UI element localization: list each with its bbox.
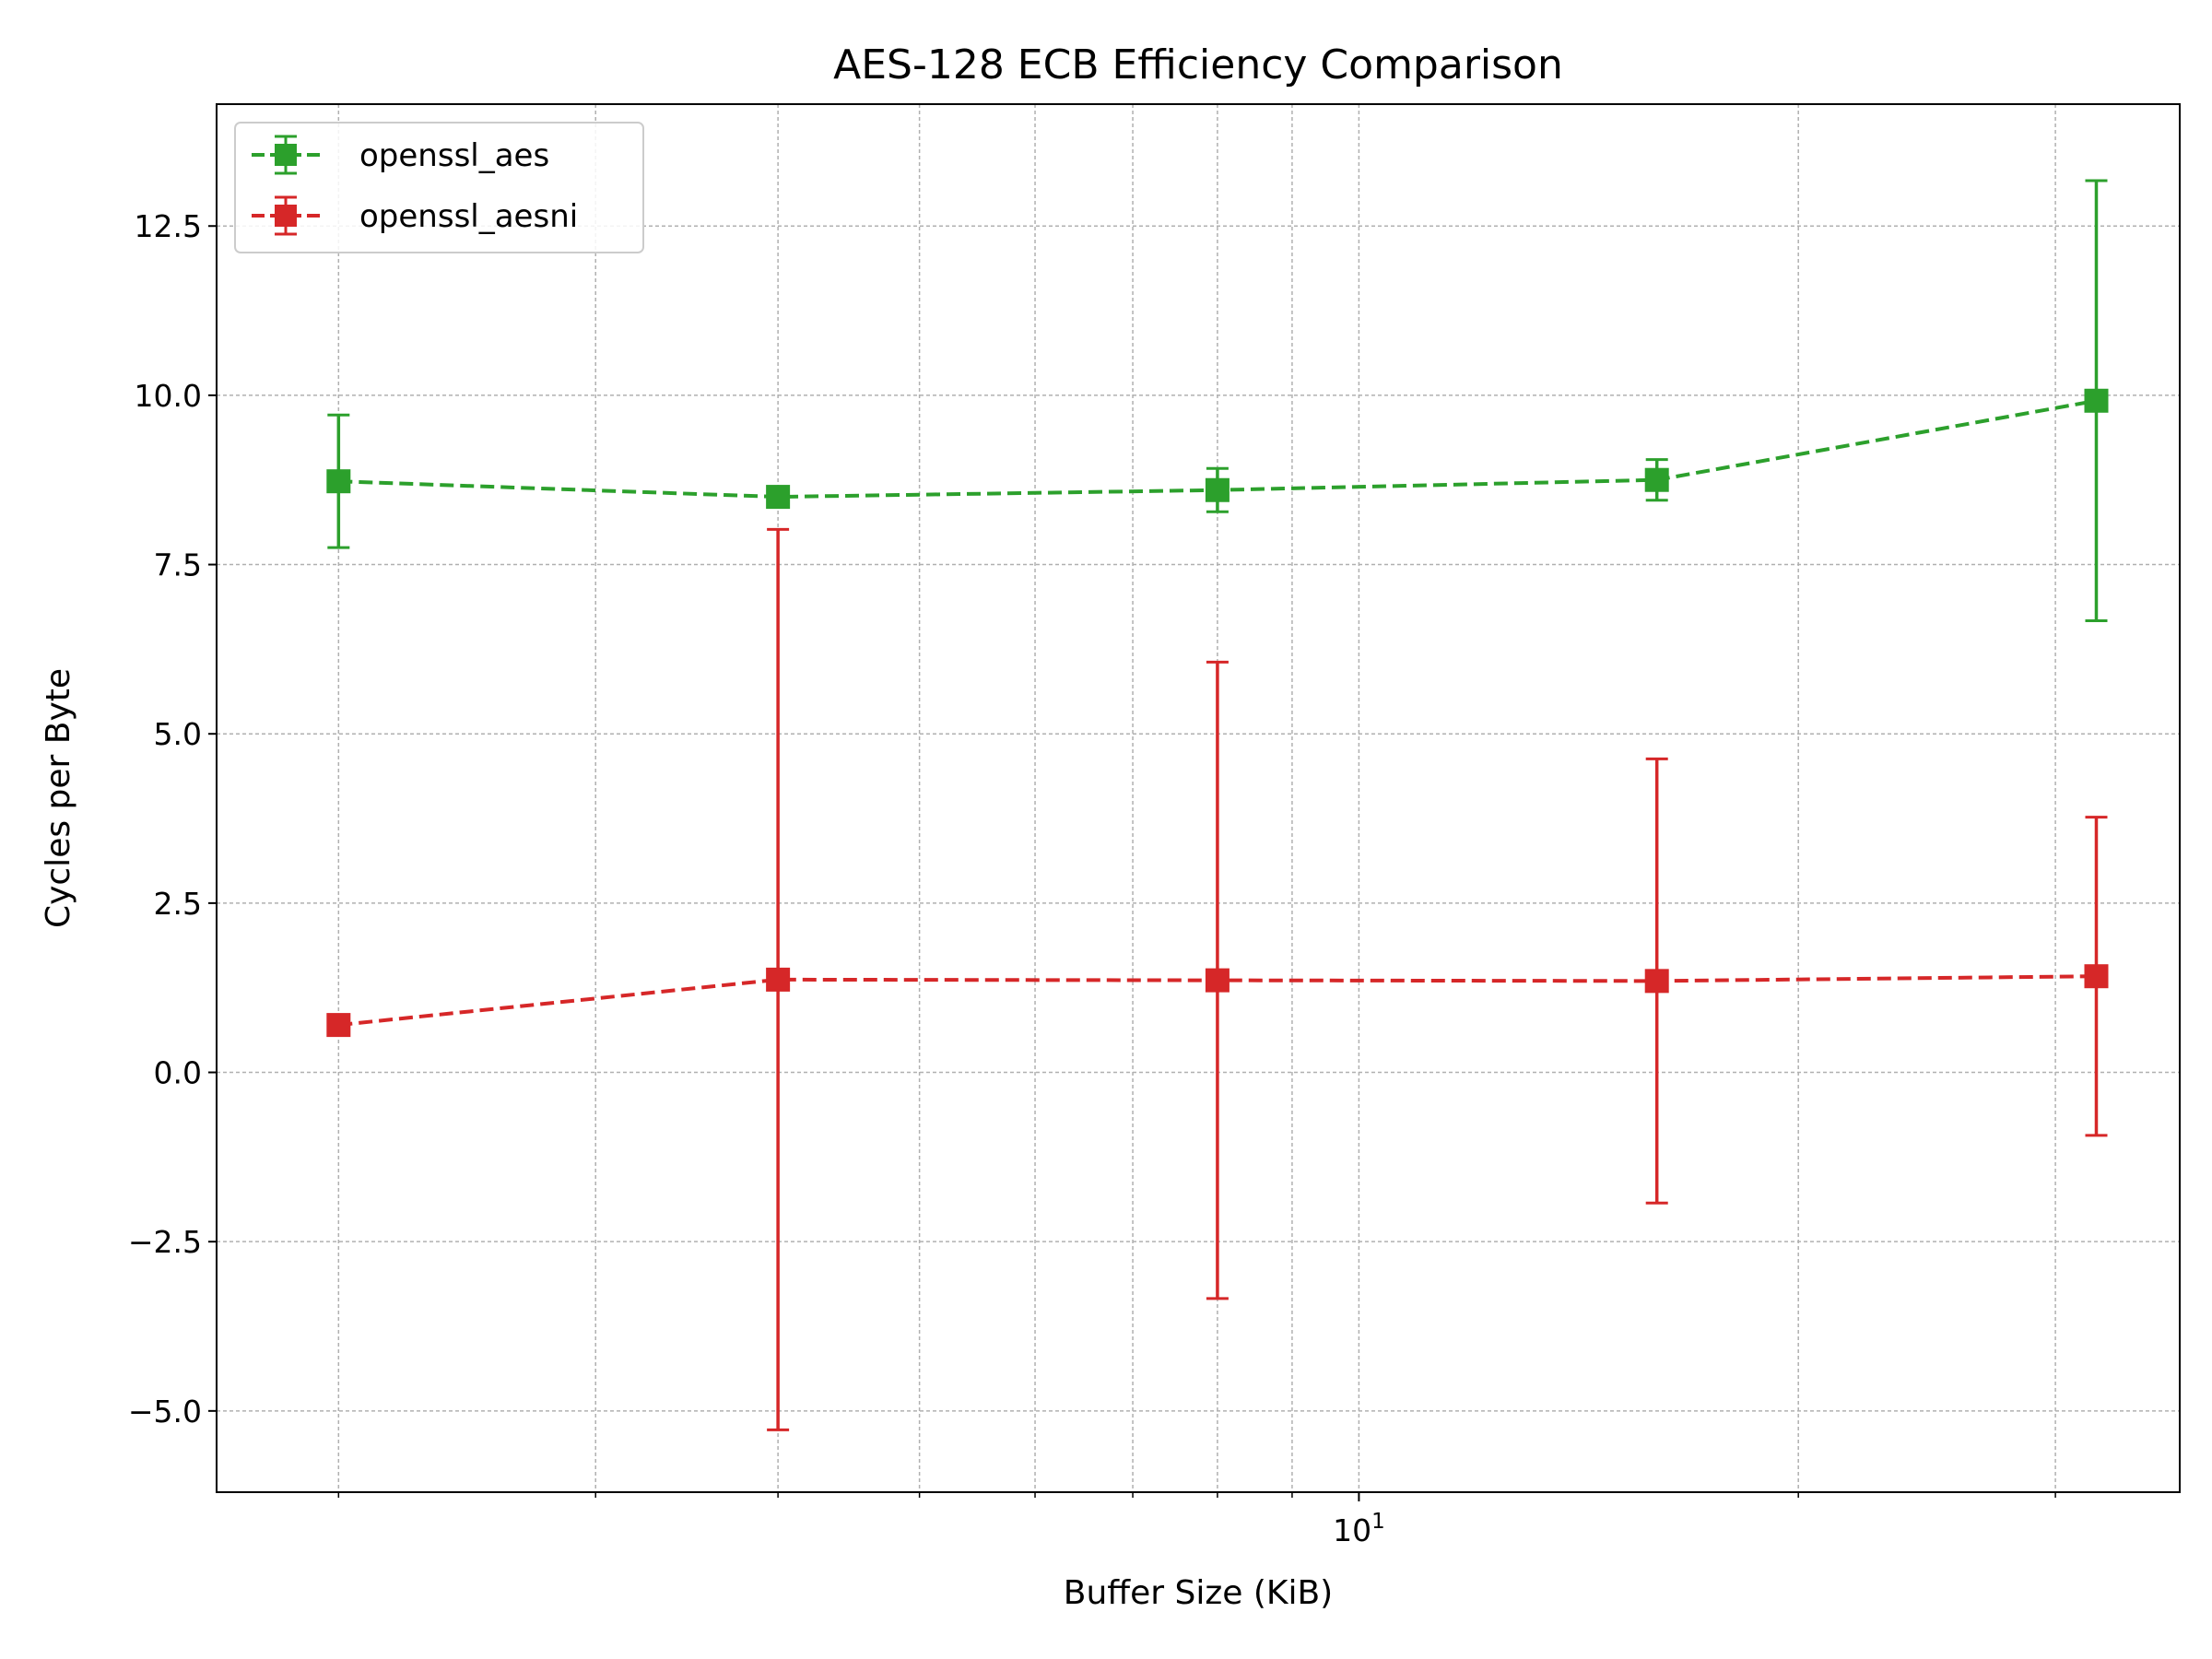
y-tick-label: 10.0	[135, 378, 202, 414]
series-layer	[326, 179, 2109, 1431]
legend-entry-openssl_aes: openssl_aes	[252, 135, 549, 175]
y-tick-label: 12.5	[135, 208, 202, 244]
data-point-marker	[326, 469, 351, 494]
plot-area-frame	[216, 103, 2181, 1493]
legend-entry-openssl_aesni: openssl_aesni	[252, 195, 578, 236]
axes: −5.0 −2.5 0.0 2.5 5.0 7.5 10.0 12.5 101	[128, 208, 2056, 1548]
legend-label: openssl_aesni	[359, 198, 578, 235]
y-tick-label: −5.0	[128, 1394, 202, 1430]
legend-marker	[275, 144, 297, 166]
y-tick-label: 7.5	[154, 547, 202, 583]
data-point-marker	[766, 967, 791, 992]
data-point-marker	[2084, 388, 2109, 413]
legend-box	[234, 122, 644, 253]
data-point-marker	[766, 485, 791, 510]
y-tick-label: 2.5	[154, 886, 202, 922]
legend-marker	[275, 205, 297, 227]
series-openssl_aes	[326, 179, 2109, 623]
data-point-marker	[1205, 477, 1230, 502]
data-point-marker	[326, 1013, 351, 1038]
x-axis-label: Buffer Size (KiB)	[1064, 1574, 1333, 1612]
data-point-marker	[1644, 969, 1669, 994]
x-tick-label: 101	[1333, 1510, 1385, 1548]
data-point-marker	[1205, 968, 1230, 993]
legend-label: openssl_aes	[359, 137, 549, 174]
data-point-marker	[1644, 467, 1669, 492]
data-point-marker	[2084, 964, 2109, 989]
series-openssl_aesni	[326, 527, 2109, 1431]
y-tick-label: −2.5	[128, 1224, 202, 1260]
chart-title: AES-128 ECB Efficiency Comparison	[833, 41, 1563, 88]
y-tick-label: 5.0	[154, 716, 202, 752]
legend: openssl_aes openssl_aesni	[234, 122, 644, 253]
y-tick-label: 0.0	[154, 1055, 202, 1091]
y-axis-label: Cycles per Byte	[40, 668, 77, 928]
